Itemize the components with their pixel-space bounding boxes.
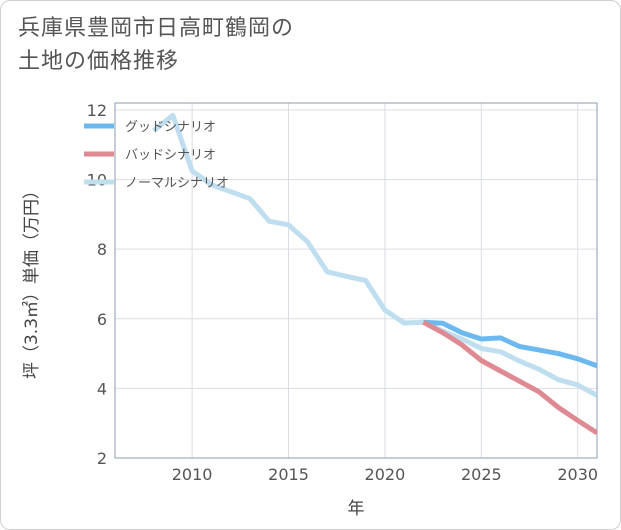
x-tick-label: 2015 xyxy=(268,465,309,484)
chart-title-line-1: 兵庫県豊岡市日高町鶴岡の xyxy=(18,16,295,41)
y-tick-label: 2 xyxy=(97,449,107,468)
plot-border xyxy=(114,102,598,459)
chart-title: 兵庫県豊岡市日高町鶴岡の 土地の価格推移 xyxy=(18,12,438,78)
x-axis-title: 年 xyxy=(348,499,365,519)
series-line-1 xyxy=(422,320,597,435)
grid-lines xyxy=(115,103,597,459)
legend-label: グッドシナリオ xyxy=(125,120,216,135)
legend-item-1[interactable]: バッドシナリオ xyxy=(84,148,216,163)
legend-item-0[interactable]: グッドシナリオ xyxy=(84,120,216,135)
legend-label: バッドシナリオ xyxy=(125,148,216,163)
y-axis-title: 坪（3.3㎡）単価（万円） xyxy=(22,182,42,379)
y-tick-label: 12 xyxy=(87,101,107,120)
y-tick-label: 8 xyxy=(97,240,107,259)
chart-title-line-2: 土地の価格推移 xyxy=(18,49,180,74)
legend-label: ノーマルシナリオ xyxy=(125,176,229,191)
plot-frame xyxy=(114,102,598,459)
x-tick-label: 2020 xyxy=(365,465,406,484)
tick-labels: 2010201520202025203024681012 xyxy=(87,101,598,484)
y-tick-label: 4 xyxy=(97,379,107,398)
y-tick-label: 6 xyxy=(97,310,107,329)
x-tick-label: 2010 xyxy=(172,465,213,484)
x-tick-label: 2025 xyxy=(461,465,502,484)
series-line-0 xyxy=(423,319,597,369)
legend-item-2[interactable]: ノーマルシナリオ xyxy=(84,176,229,191)
series-line-2 xyxy=(152,112,597,398)
series-lines xyxy=(152,112,597,435)
x-tick-label: 2030 xyxy=(557,465,598,484)
